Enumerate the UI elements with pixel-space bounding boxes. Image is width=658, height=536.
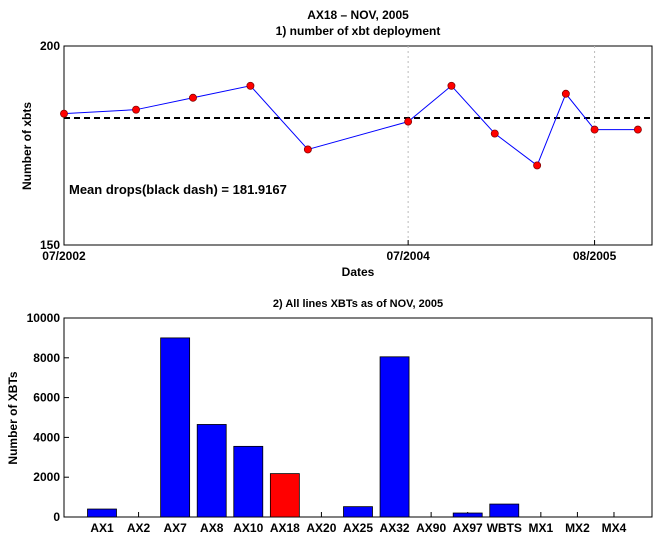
top-y-tick-label: 150 [40,238,60,252]
data-point [561,89,570,98]
bottom-y-tick-label: 4000 [33,430,60,444]
data-point [590,125,599,134]
bar-ax8 [196,424,227,518]
data-point [490,129,499,138]
data-point [633,125,642,134]
top-x-tick-label: 07/2002 [42,249,86,263]
data-point [303,145,312,154]
top-y-tick-label: 200 [40,39,60,53]
bar-ax32 [379,356,410,518]
bottom-x-tick-label: AX20 [306,521,336,535]
bar-ax7 [160,337,191,518]
data-point [60,109,68,118]
bar-ax97 [452,512,483,518]
top-chart-plot-area [63,45,653,246]
bottom-y-tick-label: 0 [53,510,60,524]
bottom-x-tick-label: WBTS [487,521,522,535]
data-point [246,81,255,90]
top-chart-title: 1) number of xbt deployment [276,24,441,38]
bottom-x-tick-label: AX1 [90,521,114,535]
top-x-tick-label: 08/2005 [573,249,617,263]
bar-ax10 [233,445,264,518]
bottom-chart-plot-area [63,317,653,518]
bottom-y-tick-label: 8000 [33,351,60,365]
bottom-x-tick-label: AX97 [453,521,483,535]
top-chart-ylabel: Number of xbts [20,102,34,190]
bottom-chart-bars [87,337,520,518]
data-point [404,117,413,126]
bottom-y-tick-label: 10000 [27,311,61,325]
series-line [63,85,638,167]
bottom-x-tick-label: AX10 [233,521,263,535]
bar-ax1 [87,508,117,518]
top-x-tick-label: 07/2004 [386,249,430,263]
data-point [533,161,542,170]
bottom-chart-ylabel: Number of XBTs [6,371,20,464]
bottom-chart-ticks: 0 2000 4000 6000 8000 10000 AX1 AX2 AX7 AX8 AX10 AX… [27,311,627,535]
bottom-x-tick-label: AX18 [270,521,300,535]
data-point [447,81,456,90]
bar-ax25 [343,506,373,518]
bottom-x-tick-label: AX90 [416,521,446,535]
bottom-x-tick-label: MX4 [602,521,627,535]
bottom-y-tick-label: 2000 [33,470,60,484]
data-point [132,105,140,114]
top-chart-grid [407,46,596,245]
bottom-x-tick-label: AX2 [127,521,151,535]
bottom-x-tick-label: AX25 [343,521,373,535]
bar-wbts [489,503,520,518]
bottom-x-tick-label: MX1 [528,521,553,535]
mean-annotation: Mean drops(black dash) = 181.9167 [69,182,287,197]
top-chart-xlabel: Dates [342,265,375,279]
top-chart-ticks: 07/2002 07/2004 08/2005 150 200 [40,39,617,263]
figure-suptitle: AX18 – NOV, 2005 [307,8,409,22]
bottom-x-tick-label: AX32 [380,521,410,535]
bottom-chart-title: 2) All lines XBTs as of NOV, 2005 [273,298,443,310]
bottom-x-tick-label: AX7 [163,521,187,535]
data-point [189,93,197,102]
bottom-x-tick-label: AX8 [200,521,224,535]
bar-ax18 [269,473,300,518]
bottom-y-tick-label: 6000 [33,391,60,405]
bottom-x-tick-label: MX2 [565,521,590,535]
top-chart-series [60,81,642,170]
